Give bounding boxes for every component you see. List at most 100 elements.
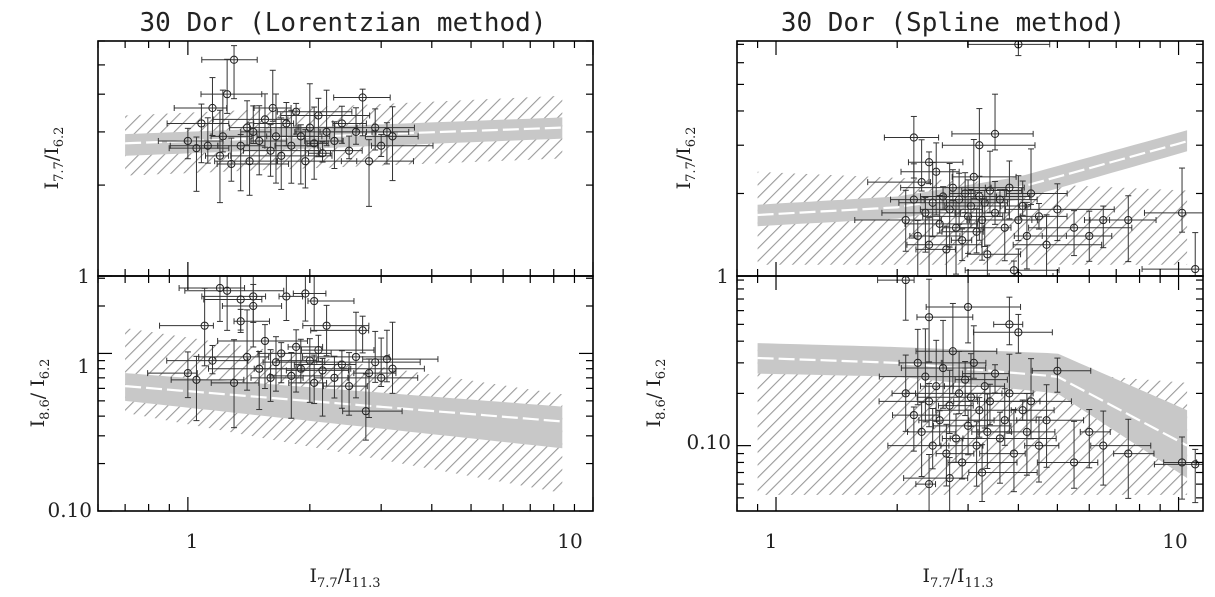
data-point xyxy=(307,141,331,163)
data-point xyxy=(883,115,940,179)
data-point xyxy=(968,175,1033,242)
data-point xyxy=(341,321,425,394)
data-point xyxy=(210,339,260,429)
data-point xyxy=(253,102,295,147)
chart-right: 30 Dor (Spline method) 1 I7.7/I6.2 0.10 … xyxy=(643,8,1204,591)
data-point xyxy=(170,355,245,422)
data-point xyxy=(1004,183,1115,242)
data-point xyxy=(1079,409,1111,469)
data-point xyxy=(342,373,403,441)
data-point xyxy=(307,276,355,332)
data-point xyxy=(915,225,956,276)
data-point xyxy=(310,315,370,354)
model-median-line xyxy=(757,356,1188,447)
data-point xyxy=(959,189,1012,262)
data-point xyxy=(904,195,979,234)
bands xyxy=(757,343,1188,495)
data-point xyxy=(319,107,367,145)
data-point xyxy=(203,276,263,331)
data-point xyxy=(321,330,421,383)
data-point xyxy=(159,287,214,367)
data-point xyxy=(157,127,224,160)
data-points xyxy=(157,45,434,207)
y-axis-label: I8.6/ I6.2 xyxy=(27,359,53,428)
data-point xyxy=(951,93,1034,151)
data-point xyxy=(184,276,285,331)
data-point xyxy=(1153,448,1203,504)
data-point xyxy=(1036,420,1099,489)
data-point xyxy=(915,453,937,511)
data-point xyxy=(940,421,984,487)
chart-title: 30 Dor (Lorentzian method) xyxy=(140,8,547,38)
data-point xyxy=(1019,202,1068,230)
data-point xyxy=(937,369,974,435)
data-point xyxy=(147,351,198,399)
data-point xyxy=(1113,418,1155,499)
data-point xyxy=(198,309,270,391)
data-point xyxy=(278,276,304,321)
x-tick-label: 1 xyxy=(186,529,199,553)
data-point xyxy=(1016,384,1085,468)
data-point xyxy=(253,69,292,122)
data-point xyxy=(925,276,1022,344)
panel-top-left: 1 I7.7/I6.2 xyxy=(41,40,594,288)
hatched-model-band xyxy=(757,171,1188,265)
data-point xyxy=(867,139,931,192)
data-points xyxy=(147,217,439,441)
panel-bottom-right: 0.10 1 10 I8.6/ I6.2 I7.7/I11.3 xyxy=(643,275,1204,591)
data-point xyxy=(907,151,964,185)
data-point xyxy=(201,45,258,100)
data-point xyxy=(217,134,266,192)
data-point xyxy=(285,357,349,417)
data-point xyxy=(877,276,915,321)
panel-bottom-left: 1 0.10 1 10 I8.6/ I6.2 I7.7/I11.3 xyxy=(27,217,594,591)
panel-top-right: 1 I7.7/I6.2 xyxy=(673,40,1204,288)
data-point xyxy=(972,313,1053,354)
data-point xyxy=(210,89,253,153)
data-points xyxy=(854,41,1203,276)
y-axis-label: I7.7/I6.2 xyxy=(673,127,699,190)
y-tick-label: 1 xyxy=(77,354,90,378)
data-point xyxy=(968,444,1038,503)
data-point xyxy=(166,103,230,164)
data-point xyxy=(347,337,419,388)
data-point xyxy=(292,276,327,322)
data-point xyxy=(322,352,368,416)
data-point xyxy=(1143,167,1203,233)
data-point xyxy=(204,109,230,204)
x-tick-label: 10 xyxy=(557,529,582,553)
data-point xyxy=(304,135,363,160)
y-tick-label: 1 xyxy=(716,264,729,288)
plot-frame xyxy=(97,275,594,512)
chart-title: 30 Dor (Spline method) xyxy=(781,8,1125,38)
data-point xyxy=(212,93,289,148)
data-point xyxy=(983,358,1072,440)
data-point xyxy=(302,311,390,399)
data-point xyxy=(967,244,1022,276)
data-point xyxy=(944,175,1031,241)
data-point xyxy=(1012,214,1103,276)
y-axis-label: I8.6/ I6.2 xyxy=(643,359,669,428)
data-point xyxy=(964,353,1034,434)
data-point xyxy=(1041,210,1113,262)
data-point xyxy=(964,260,1060,276)
x-tick-label: 10 xyxy=(1162,529,1187,553)
y-axis-label: I7.7/I6.2 xyxy=(41,127,67,190)
data-point xyxy=(954,361,1008,417)
data-point xyxy=(362,329,439,383)
data-point xyxy=(1028,210,1133,257)
data-point xyxy=(1024,416,1060,483)
x-axis-label: I7.7/I11.3 xyxy=(309,565,380,591)
data-point xyxy=(1163,436,1198,500)
axis-ticks xyxy=(97,276,594,512)
data-point xyxy=(916,278,974,363)
model-median-line xyxy=(125,385,563,423)
data-point xyxy=(190,217,251,259)
data-point xyxy=(371,122,410,165)
data-point xyxy=(178,276,246,322)
data-point xyxy=(854,189,942,252)
bands xyxy=(757,130,1188,265)
data-point xyxy=(230,117,333,190)
y-tick-label: 0.10 xyxy=(686,430,731,454)
